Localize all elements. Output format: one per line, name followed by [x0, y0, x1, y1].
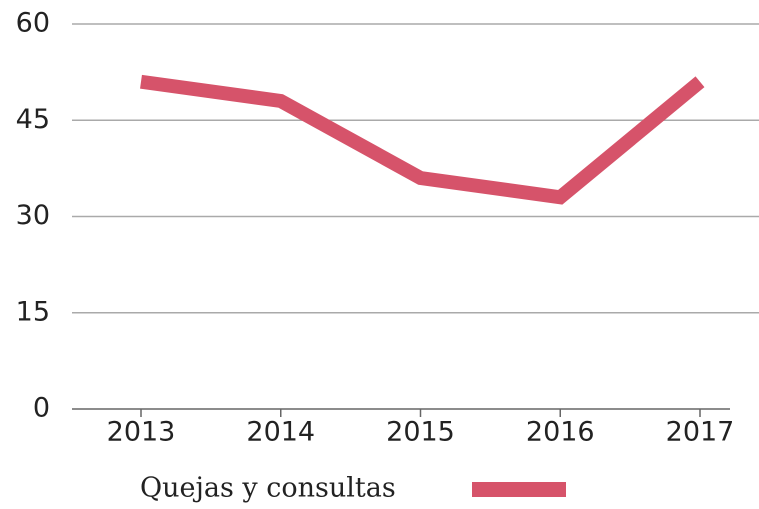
y-tick-label: 30 [16, 200, 50, 231]
x-tick-label: 2013 [107, 417, 176, 448]
legend-label: Quejas y consultas [140, 473, 396, 504]
y-tick-label: 15 [16, 296, 50, 327]
x-tick-label: 2014 [246, 417, 315, 448]
y-tick-label: 45 [16, 104, 50, 135]
x-tick-label: 2016 [526, 417, 595, 448]
line-series [140, 74, 705, 205]
x-tick-label: 2015 [386, 417, 455, 448]
x-tick-label: 2017 [666, 417, 735, 448]
y-tick-label: 0 [33, 393, 50, 424]
legend-swatch [472, 482, 566, 497]
y-tick-label: 60 [16, 8, 50, 39]
